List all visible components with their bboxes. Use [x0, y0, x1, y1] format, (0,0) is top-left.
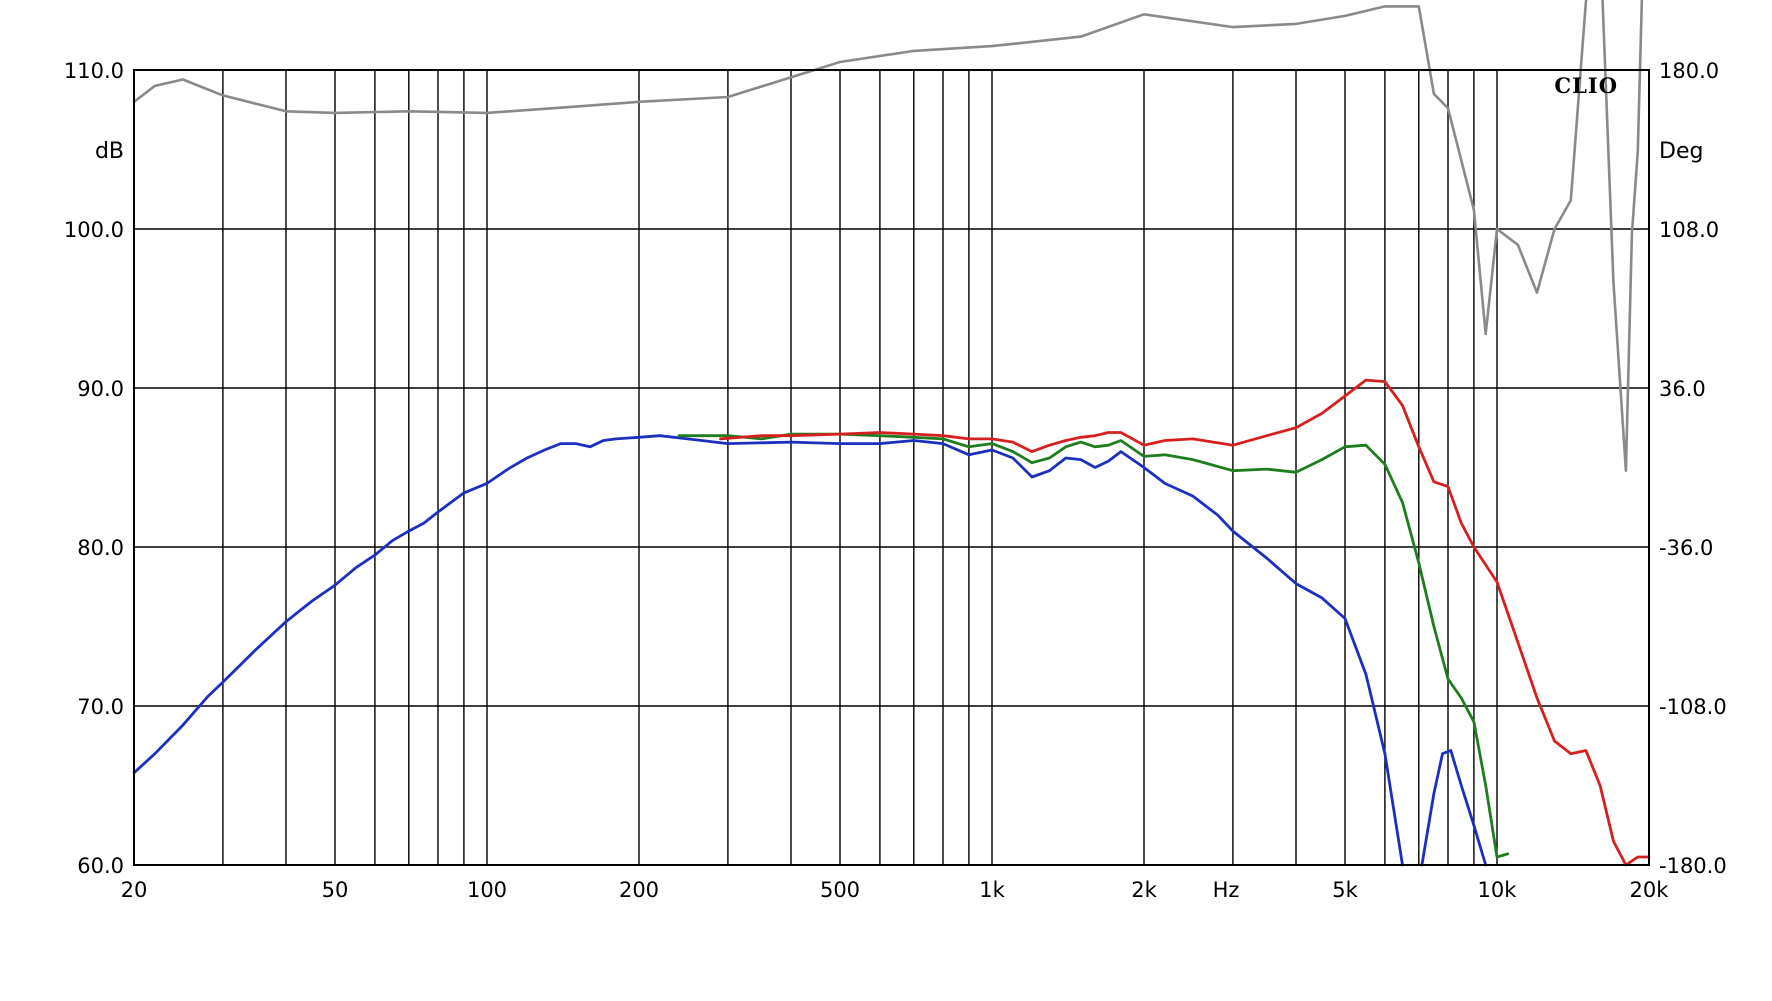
y-tick-label-3: 90.0 — [77, 377, 124, 401]
y2-tick-label-0: -180.0 — [1659, 854, 1727, 878]
x-tick-label-0: 20 — [121, 878, 148, 902]
x-tick-label-2: 100 — [467, 878, 507, 902]
x-tick-label-6: 2k — [1131, 878, 1157, 902]
curves — [132, 0, 1651, 867]
x-tick-label-9: 20k — [1630, 878, 1670, 902]
y-tick-label-0: 60.0 — [77, 854, 124, 878]
y2-tick-label-1: -108.0 — [1659, 695, 1727, 719]
plot-frame — [133, 69, 1650, 866]
series-line-red-3 — [719, 378, 1651, 867]
y-tick-label-4: 100.0 — [64, 218, 124, 242]
logo-clio: CLIO — [1554, 73, 1618, 98]
plot-background — [134, 70, 1649, 865]
x-tick-label-7: 5k — [1332, 878, 1358, 902]
y-tick-label-1: 70.0 — [77, 695, 124, 719]
series-line-gray-4 — [132, 0, 1644, 473]
x-tick-label-4: 500 — [820, 878, 860, 902]
y-tick-label-2: 80.0 — [77, 536, 124, 560]
y2-tick-label-2: -36.0 — [1659, 536, 1713, 560]
x-tick-label-8: 10k — [1478, 878, 1518, 902]
series-line-blue-1 — [1420, 749, 1488, 867]
x-tick-label-5: 1k — [979, 878, 1005, 902]
series-line-green-2 — [677, 432, 1510, 859]
x-tick-label-3: 200 — [619, 878, 659, 902]
y-tick-label-5: 110.0 — [64, 59, 124, 83]
y2-axis-unit-label: Deg — [1659, 139, 1703, 164]
x-axis-unit-label: Hz — [1213, 878, 1240, 902]
series-line-blue-0 — [132, 434, 1404, 867]
y2-tick-label-5: 180.0 — [1659, 59, 1719, 83]
y2-tick-label-4: 108.0 — [1659, 218, 1719, 242]
x-tick-label-1: 50 — [322, 878, 349, 902]
y2-tick-label-3: 36.0 — [1659, 377, 1706, 401]
tick-labels: 20 50 100 200 500 1k 2k 5k 10k 20k 60.0 70.0 80.0 90.… — [64, 59, 1727, 902]
y-axis-unit-label: dB — [95, 139, 124, 164]
